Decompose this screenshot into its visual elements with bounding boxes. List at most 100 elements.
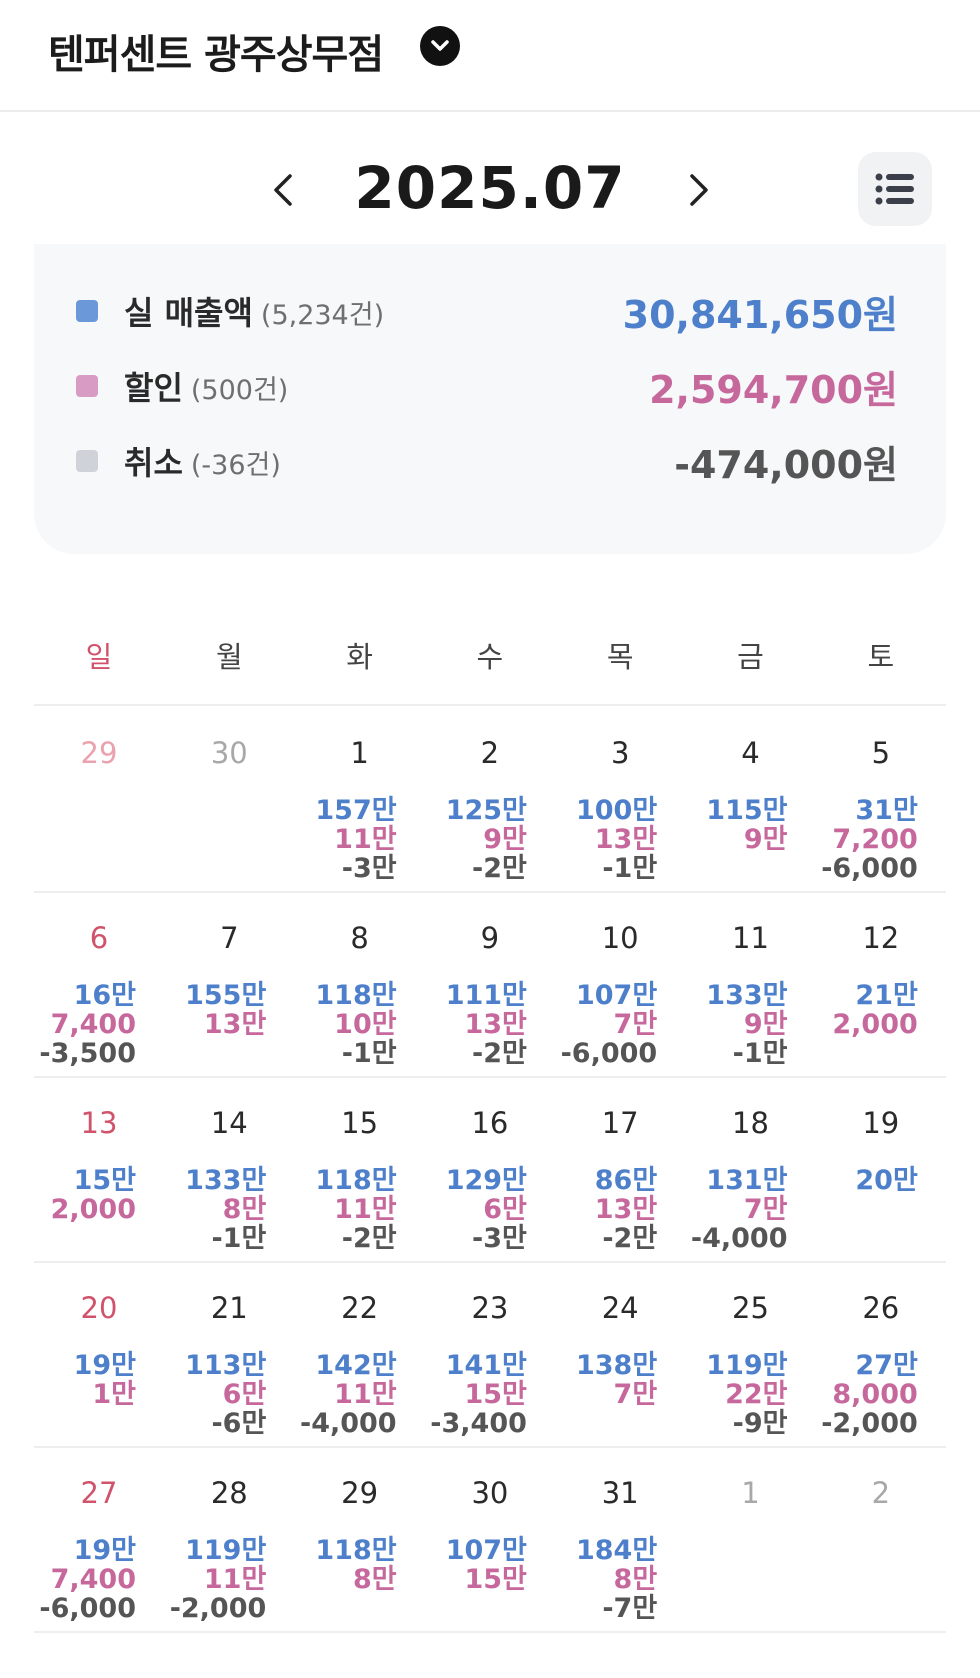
- calendar-day-cell[interactable]: 15 118만 11만 -2만: [295, 1078, 425, 1263]
- store-name[interactable]: 텐퍼센트 광주상무점: [48, 32, 384, 78]
- day-number: 27: [80, 1476, 118, 1510]
- day-cancel-value: -3만: [341, 853, 397, 884]
- day-discount-value: 11만: [334, 824, 397, 855]
- day-values: 118만 8만: [315, 1536, 396, 1594]
- day-values: 113만 6만 -6만: [185, 1351, 266, 1438]
- calendar-day-cell[interactable]: 20 19만 1만: [34, 1263, 164, 1448]
- weekday-label: 목: [606, 640, 634, 674]
- day-values: 125만 9만 -2만: [446, 796, 527, 883]
- calendar-day-cell[interactable]: 13 15만 2,000: [34, 1078, 164, 1263]
- day-number: 10: [601, 921, 639, 955]
- next-month-button[interactable]: [682, 168, 716, 212]
- calendar-day-cell[interactable]: 31 184만 8만 -7만: [555, 1448, 685, 1633]
- day-cancel-value: -2,000: [821, 1408, 918, 1439]
- day-number: 22: [341, 1291, 379, 1325]
- day-sales-value: 19만: [73, 1350, 136, 1381]
- calendar-day-cell[interactable]: 22 142만 11만 -4,000: [295, 1263, 425, 1448]
- calendar-day-cell[interactable]: 21 113만 6만 -6만: [164, 1263, 294, 1448]
- day-values: 131만 7만 -4,000: [691, 1166, 788, 1253]
- day-sales-value: 115만: [706, 795, 788, 826]
- calendar-day-cell[interactable]: 3 100만 13만 -1만: [555, 708, 685, 893]
- day-discount-value: 2,000: [832, 1009, 918, 1040]
- day-values: 19만 1만: [74, 1351, 136, 1409]
- day-number: 16: [471, 1106, 509, 1140]
- calendar-day-cell[interactable]: 14 133만 8만 -1만: [164, 1078, 294, 1263]
- day-sales-value: 19만: [73, 1535, 136, 1566]
- day-cancel-value: -3,400: [430, 1408, 527, 1439]
- calendar-day-cell[interactable]: 29 118만 8만: [295, 1448, 425, 1633]
- day-values: 141만 15만 -3,400: [430, 1351, 527, 1438]
- day-cancel-value: -3,500: [39, 1038, 136, 1069]
- day-discount-value: 11만: [203, 1564, 267, 1595]
- calendar-day-cell[interactable]: 16 129만 6만 -3만: [425, 1078, 555, 1263]
- day-discount-value: 7만: [743, 1194, 788, 1225]
- day-values: 142만 11만 -4,000: [300, 1351, 397, 1438]
- calendar-day-cell[interactable]: 6 16만 7,400 -3,500: [34, 893, 164, 1078]
- day-sales-value: 125만: [445, 795, 527, 826]
- day-discount-value: 7만: [613, 1009, 658, 1040]
- weekday-label: 월: [215, 640, 243, 674]
- day-sales-value: 27만: [855, 1350, 918, 1381]
- day-discount-value: 1만: [92, 1379, 136, 1410]
- week-row: 13 15만 2,000 14 133만 8만 -1만 15 118만 11만 -2만 16 129만 6…: [34, 1078, 946, 1263]
- day-cancel-value: -2만: [602, 1223, 658, 1254]
- summary-count: (500건): [190, 375, 289, 406]
- calendar-day-cell[interactable]: 8 118만 10만 -1만: [295, 893, 425, 1078]
- day-number: 2: [480, 736, 500, 770]
- calendar-day-cell[interactable]: 30 107만 15만: [425, 1448, 555, 1633]
- calendar-day-cell[interactable]: 12 21만 2,000: [816, 893, 946, 1078]
- calendar-day-cell[interactable]: 7 155만 13만: [164, 893, 294, 1078]
- calendar-day-cell[interactable]: 25 119만 22만 -9만: [686, 1263, 816, 1448]
- calendar-day-cell[interactable]: 24 138만 7만: [555, 1263, 685, 1448]
- calendar-day-cell[interactable]: 2 125만 9만 -2만: [425, 708, 555, 893]
- sales-legend-swatch: [76, 300, 98, 322]
- calendar-day-cell[interactable]: 10 107만 7만 -6,000: [555, 893, 685, 1078]
- day-discount-value: 13만: [203, 1009, 267, 1040]
- day-discount-value: 8만: [222, 1194, 267, 1225]
- weekday-label: 금: [737, 640, 764, 674]
- day-cancel-value: -1만: [732, 1038, 788, 1069]
- day-cancel-value: -2만: [472, 853, 527, 884]
- cancel-legend-swatch: [76, 450, 98, 472]
- day-values: 129만 6만 -3만: [446, 1166, 527, 1253]
- day-cancel-value: -4,000: [690, 1223, 788, 1254]
- day-cancel-value: -1만: [341, 1038, 397, 1069]
- calendar-day-cell[interactable]: 5 31만 7,200 -6,000: [816, 708, 946, 893]
- calendar-day-cell: 1: [686, 1448, 816, 1633]
- calendar-day-cell[interactable]: 4 115만 9만: [686, 708, 816, 893]
- day-number: 30: [210, 736, 248, 770]
- day-values: 157만 11만 -3만: [315, 796, 396, 883]
- calendar-day-cell[interactable]: 26 27만 8,000 -2,000: [816, 1263, 946, 1448]
- day-sales-value: 20만: [855, 1165, 918, 1196]
- day-number: 6: [89, 921, 109, 955]
- day-values: 15만 2,000: [51, 1166, 136, 1224]
- store-dropdown-button[interactable]: [420, 26, 460, 66]
- prev-month-button[interactable]: [266, 168, 300, 212]
- day-sales-value: 142만: [315, 1350, 397, 1381]
- calendar-day-cell[interactable]: 1 157만 11만 -3만: [295, 708, 425, 893]
- calendar-day-cell[interactable]: 11 133만 9만 -1만: [686, 893, 816, 1078]
- day-values: 27만 8,000 -2,000: [821, 1351, 918, 1438]
- day-values: 19만 7,400 -6,000: [39, 1536, 136, 1623]
- day-sales-value: 184만: [575, 1535, 658, 1566]
- calendar-day-cell[interactable]: 27 19만 7,400 -6,000: [34, 1448, 164, 1633]
- calendar-day-cell[interactable]: 23 141만 15만 -3,400: [425, 1263, 555, 1448]
- calendar-day-cell[interactable]: 18 131만 7만 -4,000: [686, 1078, 816, 1263]
- day-cancel-value: -1만: [602, 853, 658, 884]
- day-discount-value: 6만: [483, 1194, 527, 1225]
- chevron-left-icon: [274, 174, 292, 206]
- summary-row-discount: 할인 (500건) 2,594,700원: [34, 355, 946, 415]
- day-sales-value: 118만: [315, 1165, 397, 1196]
- day-values: 184만 8만 -7만: [576, 1536, 657, 1623]
- day-cancel-value: -2만: [472, 1038, 527, 1069]
- calendar-day-cell[interactable]: 9 111만 13만 -2만: [425, 893, 555, 1078]
- list-view-button[interactable]: [858, 152, 932, 226]
- day-values: 133만 8만 -1만: [185, 1166, 266, 1253]
- day-number: 3: [610, 736, 630, 770]
- discount-legend-swatch: [76, 375, 98, 397]
- calendar-day-cell[interactable]: 28 119만 11만 -2,000: [164, 1448, 294, 1633]
- day-sales-value: 107만: [445, 1535, 527, 1566]
- calendar-day-cell[interactable]: 19 20만: [816, 1078, 946, 1263]
- day-number: 17: [601, 1106, 639, 1140]
- calendar-day-cell[interactable]: 17 86만 13만 -2만: [555, 1078, 685, 1263]
